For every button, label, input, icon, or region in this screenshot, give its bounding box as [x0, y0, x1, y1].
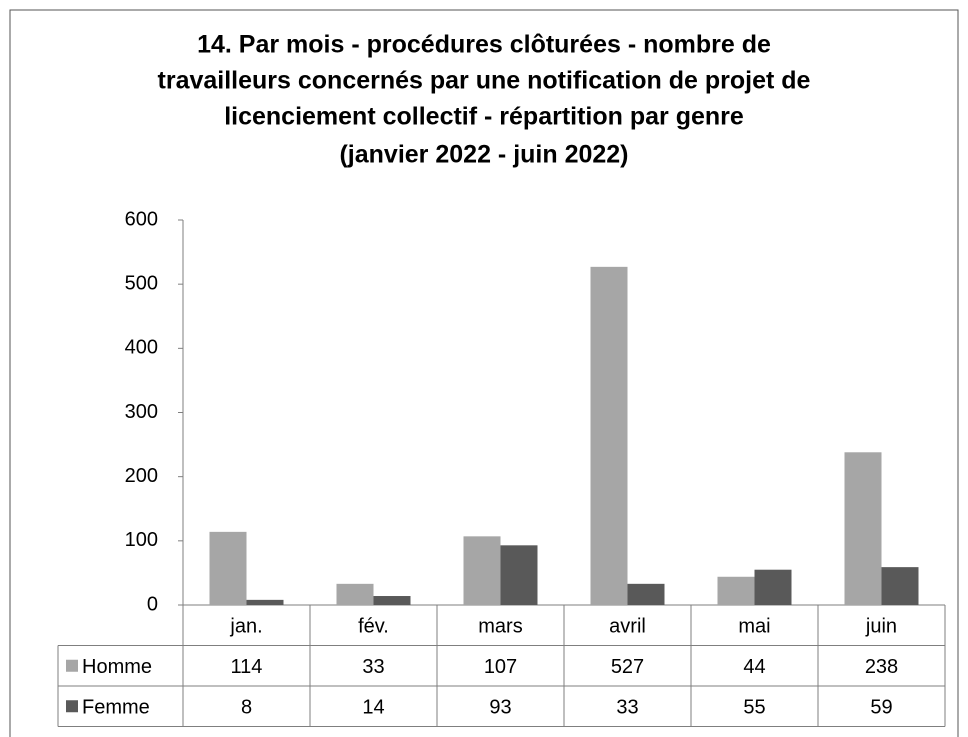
y-tick-label: 0 — [147, 593, 158, 615]
x-tick-label: mai — [738, 616, 770, 638]
bar — [590, 266, 628, 605]
bar — [881, 567, 919, 605]
table-value: 14 — [362, 697, 384, 719]
bar — [717, 576, 755, 605]
y-tick-label: 600 — [125, 208, 158, 230]
table-value: 238 — [865, 656, 898, 678]
x-tick-label: fév. — [358, 616, 389, 638]
table-value: 8 — [241, 697, 252, 719]
bar — [754, 569, 792, 605]
bar — [373, 596, 411, 605]
table-value: 114 — [231, 656, 263, 678]
x-tick-label: avril — [609, 616, 646, 638]
chart-border — [9, 9, 959, 737]
y-tick-label: 100 — [125, 529, 158, 551]
chart-title: licenciement collectif - répartition par… — [224, 103, 744, 131]
legend-swatch — [66, 659, 78, 672]
y-tick-label: 200 — [125, 465, 158, 487]
table-value: 93 — [489, 697, 511, 719]
y-tick-label: 400 — [125, 337, 158, 359]
legend-label: Femme — [82, 697, 150, 719]
chart-title: 14. Par mois - procédures clôturées - no… — [197, 31, 771, 59]
table-value: 107 — [484, 656, 517, 678]
table-value: 55 — [743, 697, 765, 719]
table-value: 33 — [362, 656, 384, 678]
bar — [844, 452, 882, 605]
bar — [209, 531, 247, 605]
legend-label: Homme — [82, 656, 152, 678]
chart-title: (janvier 2022 - juin 2022) — [339, 141, 628, 169]
chart-title: travailleurs concernés par une notificat… — [158, 67, 811, 95]
bar — [500, 545, 538, 605]
table-value: 59 — [870, 697, 892, 719]
y-tick-label: 300 — [125, 401, 158, 423]
table-value: 44 — [743, 656, 765, 678]
table-value: 527 — [611, 656, 644, 678]
bar — [336, 583, 374, 605]
table-value: 33 — [616, 697, 638, 719]
x-tick-label: mars — [478, 616, 522, 638]
y-tick-label: 500 — [125, 272, 158, 294]
bar — [463, 536, 501, 605]
legend-swatch — [66, 700, 78, 713]
bar — [246, 599, 284, 605]
x-tick-label: jan. — [229, 616, 262, 638]
bar — [627, 583, 665, 605]
x-tick-label: juin — [865, 616, 897, 638]
